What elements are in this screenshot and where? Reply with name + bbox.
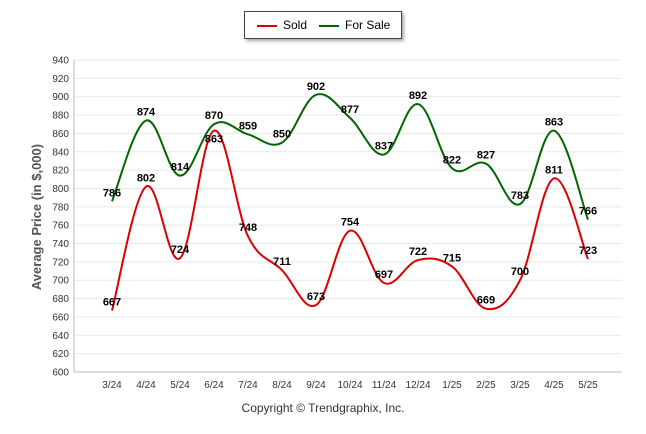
series-line-for-sale	[111, 93, 589, 221]
y-tick-label: 640	[52, 331, 69, 342]
data-label: 902	[307, 81, 325, 93]
x-tick-label: 10/24	[337, 380, 362, 391]
legend: Sold For Sale	[244, 11, 402, 39]
data-label: 877	[341, 104, 359, 116]
data-label: 850	[273, 129, 291, 141]
x-tick-label: 3/25	[510, 380, 530, 391]
series-line-sold	[111, 129, 589, 311]
y-tick-label: 940	[52, 56, 69, 67]
x-tick-label: 8/24	[272, 380, 292, 391]
y-axis-label: Average Price (in $,000)	[29, 144, 44, 290]
y-tick-label: 700	[52, 276, 69, 287]
y-tick-label: 880	[52, 111, 69, 122]
x-tick-label: 3/24	[102, 380, 122, 391]
data-label: 892	[409, 90, 427, 102]
data-label: 724	[171, 244, 190, 256]
data-label: 669	[477, 295, 495, 307]
data-label: 754	[341, 217, 360, 229]
x-tick-label: 5/25	[578, 380, 598, 391]
data-label: 814	[171, 162, 190, 174]
data-label: 786	[103, 187, 121, 199]
copyright-footer: Copyright © Trendgraphix, Inc.	[241, 401, 405, 415]
data-label: 667	[103, 297, 121, 309]
data-label: 863	[205, 134, 223, 146]
y-tick-label: 860	[52, 129, 69, 140]
y-tick-label: 820	[52, 166, 69, 177]
x-tick-label: 4/24	[136, 380, 156, 391]
y-tick-label: 920	[52, 74, 69, 85]
x-tick-label: 7/24	[238, 380, 258, 391]
data-label: 722	[409, 246, 427, 258]
data-label: 863	[545, 117, 563, 129]
data-label: 827	[477, 150, 495, 162]
x-axis-ticks: 3/24 4/24 5/24 6/24 7/24 8/24 9/24 10/24 11/24 12…	[102, 380, 598, 391]
data-label: 673	[307, 291, 325, 303]
data-label: 723	[579, 245, 597, 257]
x-tick-label: 4/25	[544, 380, 564, 391]
x-tick-label: 11/24	[372, 380, 397, 391]
data-labels: 667 802 724 863 748 711 673 754 697 722 715 669 700 8…	[103, 81, 597, 309]
y-tick-label: 600	[52, 368, 69, 379]
data-label: 748	[239, 222, 257, 234]
y-tick-label: 900	[52, 92, 69, 103]
legend-label-sold: Sold	[283, 18, 308, 32]
data-label: 697	[375, 269, 393, 281]
data-label: 859	[239, 120, 257, 132]
y-tick-label: 800	[52, 184, 69, 195]
data-label: 802	[137, 173, 155, 185]
data-label: 822	[443, 154, 461, 166]
y-tick-label: 760	[52, 221, 69, 232]
y-tick-label: 740	[52, 239, 69, 250]
y-tick-label: 840	[52, 147, 69, 158]
y-tick-label: 620	[52, 349, 69, 360]
data-label: 715	[443, 252, 461, 264]
legend-label-for-sale: For Sale	[345, 18, 391, 32]
data-label: 711	[273, 256, 291, 268]
x-tick-label: 5/24	[170, 380, 190, 391]
y-tick-label: 780	[52, 202, 69, 213]
y-tick-label: 680	[52, 294, 69, 305]
x-tick-label: 9/24	[306, 380, 326, 391]
y-tick-label: 720	[52, 257, 69, 268]
legend-swatch-sold	[257, 25, 277, 27]
data-label: 811	[545, 164, 563, 176]
data-label: 870	[205, 110, 223, 122]
data-label: 783	[511, 190, 529, 202]
x-tick-label: 2/25	[476, 380, 496, 391]
x-tick-label: 6/24	[204, 380, 224, 391]
data-label: 700	[511, 266, 529, 278]
y-axis-ticks: 600 620 640 660 680 700 720 740 760 780 800 820 840 8…	[52, 56, 69, 379]
legend-swatch-for-sale	[319, 25, 339, 27]
data-label: 837	[375, 141, 393, 153]
y-tick-label: 660	[52, 312, 69, 323]
grid-lines	[73, 59, 622, 373]
data-label: 766	[579, 206, 597, 218]
x-tick-label: 1/25	[442, 380, 462, 391]
data-label: 874	[137, 107, 156, 119]
x-tick-label: 12/24	[405, 380, 430, 391]
series-lines	[111, 93, 589, 311]
